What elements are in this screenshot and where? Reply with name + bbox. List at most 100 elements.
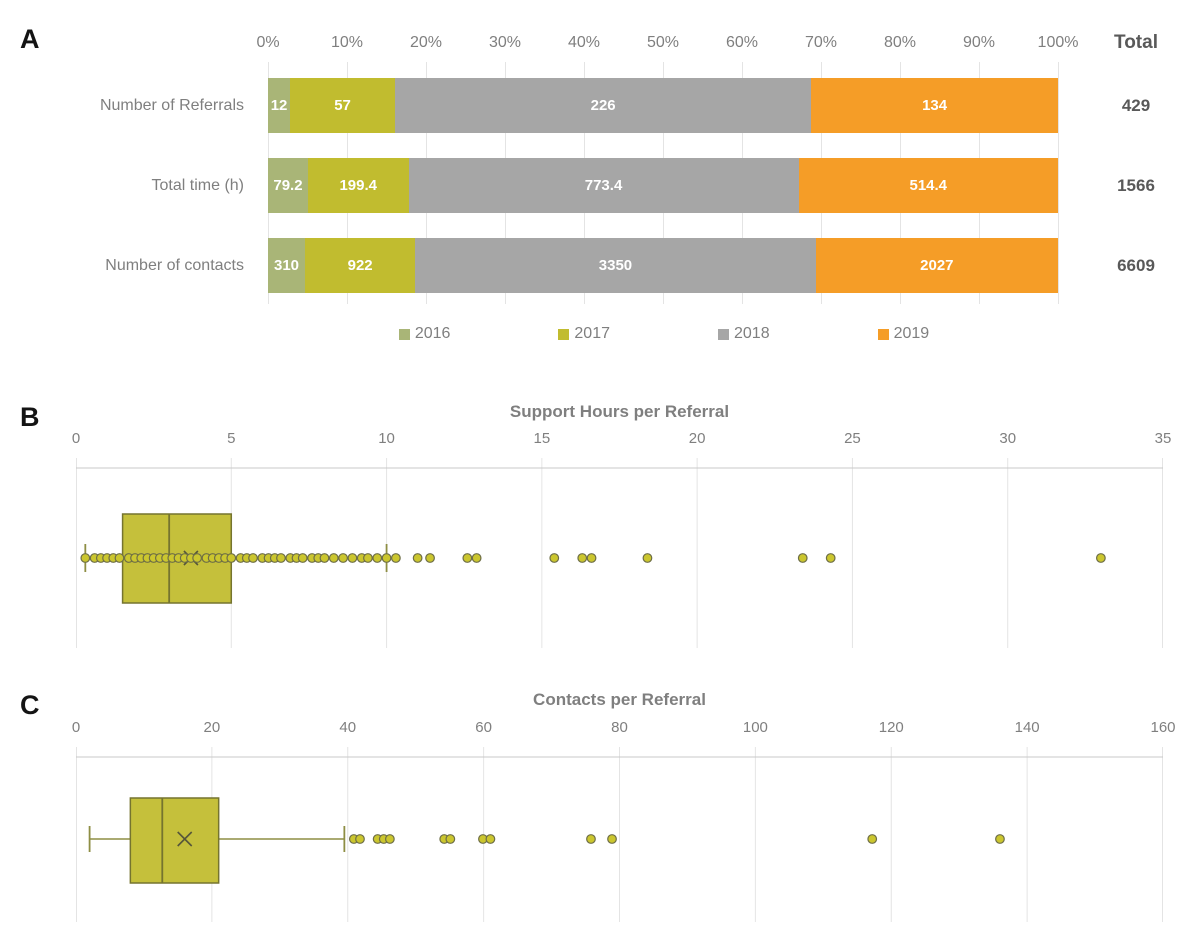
bar-value-label: 2027 — [920, 257, 954, 274]
axis-tick-label: 160 — [1150, 719, 1176, 736]
axis-tick-label: 80 — [611, 719, 628, 736]
stacked-bar: 310 922 3350 2027 — [268, 238, 1058, 293]
axis-tick-label: 25 — [844, 430, 861, 447]
panel-a-letter: A — [20, 24, 40, 54]
panel-a-bars: 12 57 226 134 79.2 199.4 773.4 514.4 310 922 3350 2… — [268, 62, 1058, 304]
data-point — [425, 553, 435, 563]
legend-item: 2017 — [558, 325, 610, 343]
legend-label: 2019 — [893, 325, 930, 342]
axis-tick-label: 30% — [488, 34, 522, 51]
box — [129, 797, 220, 884]
legend-swatch — [877, 328, 889, 340]
bar-segment: 773.4 — [408, 158, 799, 213]
legend-item: 2016 — [398, 325, 451, 343]
category-label: Number of contacts — [105, 256, 244, 274]
bar-segment: 310 — [268, 238, 306, 293]
bar-value-label: 514.4 — [909, 177, 948, 194]
bar-value-label: 922 — [347, 257, 373, 274]
bar-segment: 3350 — [415, 238, 816, 293]
axis-tick-label: 10% — [330, 34, 364, 51]
data-point — [471, 553, 482, 563]
legend-item: 2019 — [877, 325, 930, 343]
panel-c-title: Contacts per Referral — [533, 690, 706, 709]
data-point — [80, 553, 91, 563]
data-point — [319, 553, 330, 563]
boxplot-svg — [76, 747, 1163, 922]
data-point — [577, 553, 588, 563]
legend-swatch — [398, 328, 410, 340]
legend-swatch — [718, 328, 729, 340]
mean-marker — [177, 831, 193, 847]
stacked-bar: 12 57 226 134 — [268, 78, 1058, 133]
category-label: Number of Referrals — [99, 96, 244, 114]
axis-tick-label: 100 — [742, 719, 768, 736]
bar-segment: 79.2 — [268, 158, 308, 213]
axis-tick-label: 120 — [878, 719, 904, 736]
bar-segment: 199.4 — [307, 158, 409, 213]
total-value: 429 — [1121, 95, 1151, 115]
data-point — [338, 553, 348, 563]
bar-value-label: 12 — [270, 97, 288, 114]
panel-c-plot — [76, 747, 1163, 922]
legend-label: 2016 — [414, 325, 451, 342]
bar-value-label: 226 — [590, 97, 616, 114]
legend-swatch — [558, 328, 570, 340]
bar-value-label: 79.2 — [273, 177, 303, 194]
data-point — [867, 834, 878, 844]
total-value: 6609 — [1117, 255, 1155, 275]
bar-segment: 514.4 — [798, 158, 1058, 213]
data-point — [372, 553, 383, 563]
total-value: 1566 — [1117, 175, 1155, 195]
data-point — [297, 553, 308, 563]
legend-label: 2017 — [574, 325, 610, 342]
legend-label: 2018 — [734, 325, 770, 342]
data-point — [347, 553, 358, 563]
data-point — [586, 553, 597, 563]
data-point — [485, 834, 496, 844]
legend-item: 2018 — [718, 325, 770, 343]
axis-tick-label: 40 — [339, 719, 357, 736]
axis-tick-label: 20% — [409, 34, 443, 51]
axis-tick-label: 0% — [256, 34, 280, 51]
panel-a-totals: 429 1566 6609 — [1072, 62, 1200, 304]
category-label: Total time (h) — [151, 176, 244, 194]
data-point — [390, 553, 401, 563]
panel-a-axis: 0% 10% 20% 30% 40% 50% 60% 70% 80% 90% 100% — [256, 34, 1078, 54]
bar-value-label: 3350 — [598, 257, 633, 274]
data-point — [226, 553, 237, 563]
data-point — [607, 834, 617, 844]
stacked-bar: 79.2 199.4 773.4 514.4 — [268, 158, 1058, 213]
data-point — [642, 553, 653, 563]
data-point — [825, 553, 836, 563]
panel-c-letter: C — [20, 690, 40, 720]
panel-c-axis: 0 20 40 60 80 100 120 140 160 — [72, 719, 1176, 739]
data-point — [549, 553, 560, 563]
gridline — [1057, 62, 1059, 304]
bar-value-label: 199.4 — [339, 177, 377, 194]
axis-tick-label: 40% — [567, 34, 601, 51]
bar-segment: 12 — [268, 78, 291, 133]
bar-value-label: 57 — [334, 97, 351, 114]
data-point — [445, 834, 456, 844]
data-point — [1095, 553, 1106, 563]
bar-segment: 226 — [395, 78, 812, 133]
axis-tick-label: 140 — [1014, 719, 1040, 736]
bar-segment: 134 — [811, 78, 1058, 133]
bar-segment: 922 — [305, 238, 416, 293]
boxplot-svg — [76, 458, 1163, 648]
panel-a-row-labels: Number of Referrals Total time (h) Number … — [0, 62, 256, 304]
data-point — [355, 834, 365, 844]
axis-tick-label: 0 — [71, 719, 81, 736]
data-point — [363, 553, 373, 563]
data-point — [995, 834, 1005, 844]
axis-tick-label: 20 — [688, 430, 706, 447]
panel-b-letter: B — [20, 402, 40, 432]
axis-tick-label: 90% — [962, 34, 996, 51]
panel-a-legend: 2016 2017 2018 2019 — [234, 325, 1094, 343]
axis-tick-label: 100% — [1037, 34, 1079, 51]
data-point — [462, 553, 473, 563]
axis-tick-label: 30 — [999, 430, 1017, 447]
panel-b-plot — [76, 458, 1163, 648]
axis-tick-label: 70% — [804, 34, 838, 51]
